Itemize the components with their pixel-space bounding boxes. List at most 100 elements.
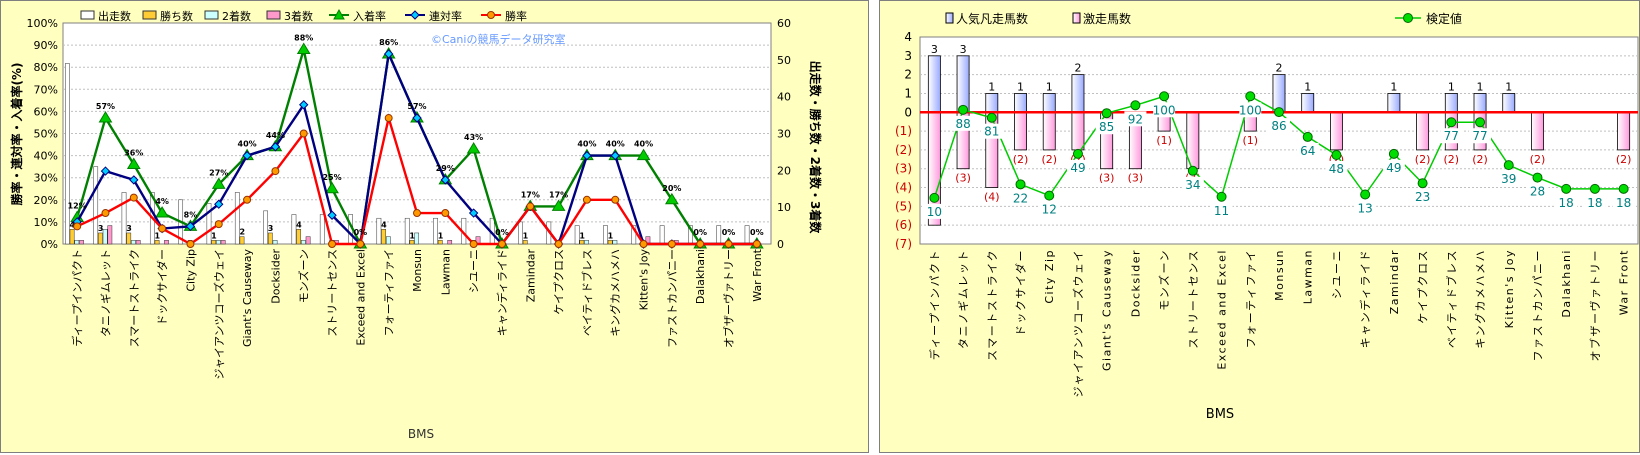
x-category-label: ファストカンパニー — [1531, 249, 1544, 362]
bar-label-positive: 1 — [1390, 80, 1397, 93]
point-label: 17% — [521, 190, 540, 199]
bar — [607, 240, 613, 245]
point-label: 0% — [722, 228, 736, 237]
line-point — [469, 240, 478, 248]
x-category-label: Giant's Causeway — [241, 249, 254, 347]
x-category-label: War Front — [751, 248, 764, 301]
value-label-bg — [1239, 102, 1262, 118]
line-point — [526, 202, 535, 211]
line-point — [1044, 190, 1055, 201]
x-category-label: タニノギムレット — [957, 249, 970, 349]
legend-label: 連対率 — [429, 9, 462, 23]
value-label: 85 — [1099, 120, 1114, 134]
value-label: 12 — [1042, 203, 1057, 217]
value-label-bg — [1095, 119, 1118, 135]
bar — [716, 225, 722, 245]
value-label-bg — [1440, 128, 1463, 144]
value-label-bg — [1124, 111, 1147, 127]
value-label-bg — [1066, 159, 1089, 175]
y-tick-label: (1) — [895, 124, 912, 138]
bar — [154, 240, 160, 245]
line-point — [356, 240, 365, 248]
x-category-label: Exceed and Excel — [354, 249, 367, 346]
bar — [319, 214, 325, 245]
line-point — [1618, 183, 1629, 194]
count-label: 1 — [211, 231, 217, 240]
point-label: 8% — [184, 210, 198, 219]
value-label: 28 — [1530, 185, 1545, 199]
value-label: 10 — [927, 205, 942, 219]
bar — [74, 240, 80, 245]
x-category-label: オブザーヴァトリー — [1588, 249, 1602, 362]
x-category-label: スマートストライク — [128, 249, 141, 347]
point-label: 29% — [436, 164, 455, 173]
x-category-label: ファストカンパニー — [666, 249, 679, 348]
count-label: 1 — [523, 231, 529, 240]
line-point — [129, 175, 139, 185]
bar — [985, 93, 999, 113]
line-point — [271, 167, 280, 176]
bar — [631, 225, 637, 245]
value-label-bg — [1354, 200, 1377, 216]
legend-label: 2着数 — [222, 9, 251, 23]
value-label-bg — [1325, 160, 1348, 176]
bar-label-negative: (3) — [1099, 172, 1115, 185]
bar — [121, 192, 127, 245]
x-category-label: Kitten's Joy — [638, 249, 651, 311]
bar-label-positive: 1 — [1505, 80, 1512, 93]
point-label: 57% — [407, 102, 426, 111]
bar — [1473, 93, 1487, 113]
left-chart-svg: 0%10%20%30%40%50%60%70%80%90%100%0102030… — [9, 8, 823, 441]
line-point — [1475, 117, 1486, 128]
value-label: 49 — [1386, 161, 1401, 175]
line-point — [185, 221, 196, 232]
line-point — [328, 240, 337, 248]
x-axis-title: BMS — [1206, 407, 1234, 422]
value-label: 88 — [955, 117, 970, 131]
value-label-bg — [1612, 194, 1635, 210]
legend-label: 入着率 — [353, 9, 386, 23]
value-label-bg — [1469, 128, 1492, 144]
line-point — [636, 148, 651, 161]
bar-label-negative: (3) — [1128, 172, 1144, 185]
value-label: 81 — [984, 125, 999, 139]
x-category-label: City Zip — [1043, 249, 1056, 304]
bar-label-negative: (2) — [1041, 153, 1057, 166]
line-point — [126, 157, 141, 169]
line-point — [214, 220, 223, 229]
point-label: 57% — [96, 102, 115, 111]
bar — [518, 221, 523, 245]
x-category-label: City Zip — [184, 249, 197, 292]
line-point — [929, 192, 940, 203]
line-point — [610, 150, 620, 161]
y-tick-label-left: 0% — [41, 238, 58, 251]
count-label: 1 — [438, 231, 444, 240]
bar — [126, 232, 132, 245]
bar — [107, 225, 113, 245]
bar — [65, 63, 70, 245]
count-label: 2 — [239, 228, 245, 237]
x-category-label: ジャイアンツコーズウェイ — [212, 249, 226, 379]
y-tick-label: (4) — [895, 181, 912, 195]
x-category-label: フォーティファイ — [1244, 249, 1257, 348]
x-category-label: モンズーン — [297, 249, 311, 303]
line-point — [582, 150, 592, 161]
y-tick-label-right: 20 — [777, 164, 791, 177]
bar — [267, 232, 273, 245]
point-label: 36% — [124, 148, 143, 157]
value-label-bg — [1583, 194, 1606, 210]
line-point — [1446, 117, 1457, 128]
bar — [1617, 111, 1631, 151]
point-label: 0% — [495, 228, 509, 237]
bar — [131, 240, 136, 245]
y-axis-title-left: 勝率・連対率・入着率(%) — [9, 63, 24, 206]
bar-label-negative: (1) — [1156, 134, 1172, 147]
legend-label: 人気凡走馬数 — [956, 11, 1028, 26]
line-point — [1015, 179, 1026, 190]
legend-label: 検定値 — [1426, 11, 1462, 26]
value-label: 77 — [1472, 129, 1487, 143]
value-label: 18 — [1616, 196, 1631, 210]
y-tick-label-left: 60% — [34, 105, 58, 118]
bar-label-positive: 1 — [1046, 80, 1053, 93]
legend-swatch — [266, 10, 281, 20]
